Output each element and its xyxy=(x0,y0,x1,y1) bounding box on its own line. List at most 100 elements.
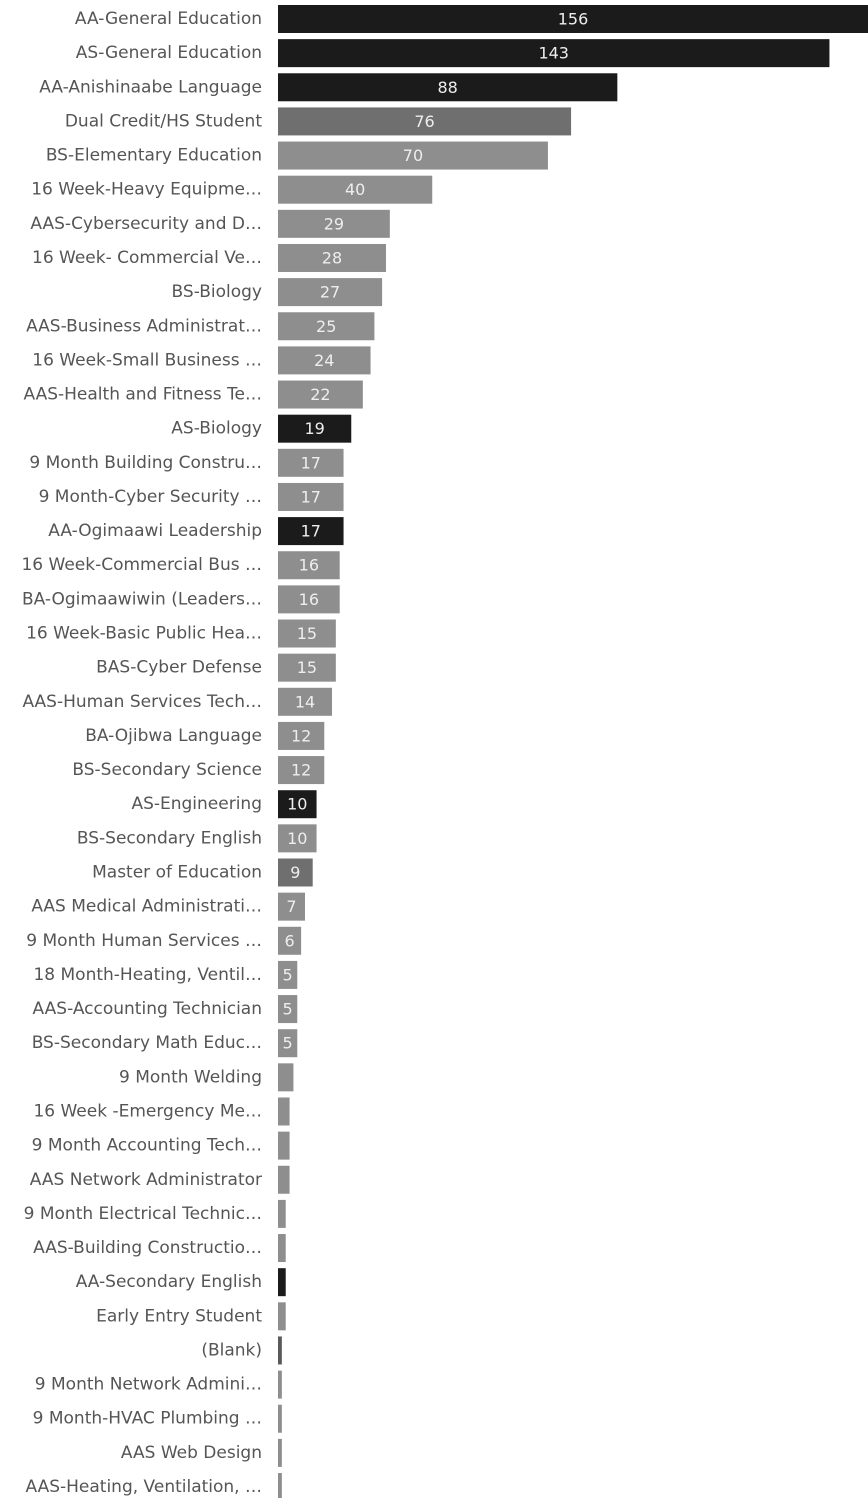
category-label: 9 Month Accounting Tech… xyxy=(32,1136,262,1156)
category-label: 16 Week-Heavy Equipme… xyxy=(31,180,262,200)
bar xyxy=(278,1473,282,1498)
category-label: 16 Week -Emergency Me… xyxy=(33,1101,262,1121)
value-label: 10 xyxy=(287,795,307,814)
category-label: AAS-Heating, Ventilation, … xyxy=(25,1477,262,1497)
value-label: 9 xyxy=(290,863,300,882)
value-label: 88 xyxy=(437,78,457,97)
bar xyxy=(278,73,618,102)
value-label: 17 xyxy=(301,453,321,472)
bar xyxy=(278,1063,294,1092)
value-label: 15 xyxy=(297,658,317,677)
category-label: AAS Network Administrator xyxy=(30,1170,262,1190)
value-label: 22 xyxy=(310,385,330,404)
value-label: 16 xyxy=(299,590,319,609)
bar xyxy=(278,1097,290,1126)
category-label: AAS-Human Services Tech… xyxy=(22,692,262,712)
bar xyxy=(278,926,302,955)
value-label: 27 xyxy=(320,283,340,302)
bar xyxy=(278,960,298,989)
value-label: 25 xyxy=(316,317,336,336)
category-label: 9 Month Electrical Technic… xyxy=(24,1204,262,1224)
bar xyxy=(278,653,336,682)
value-label: 12 xyxy=(291,726,311,745)
value-label: 40 xyxy=(345,180,365,199)
category-label: AAS-Cybersecurity and D… xyxy=(30,214,262,234)
category-label: (Blank) xyxy=(201,1340,262,1360)
bar xyxy=(278,721,325,750)
bar xyxy=(278,482,344,511)
category-label: 9 Month Network Admini… xyxy=(35,1375,262,1395)
bar xyxy=(278,551,340,580)
category-label: AS-Engineering xyxy=(131,794,262,814)
bar xyxy=(278,1131,290,1160)
value-label: 15 xyxy=(297,624,317,643)
category-label: 9 Month Human Services … xyxy=(26,931,262,951)
category-label: AAS-Business Administrat… xyxy=(26,316,262,336)
value-label: 24 xyxy=(314,351,334,370)
category-label: BS-Biology xyxy=(172,282,262,302)
bar xyxy=(278,790,317,819)
bar xyxy=(278,1234,286,1263)
bar xyxy=(278,448,344,477)
bar xyxy=(278,107,572,136)
bar xyxy=(278,1029,298,1058)
category-label: Dual Credit/HS Student xyxy=(65,111,262,131)
value-label: 7 xyxy=(286,897,296,916)
value-label: 6 xyxy=(284,931,294,950)
value-label: 10 xyxy=(287,829,307,848)
category-label: 16 Week- Commercial Ve… xyxy=(32,248,262,268)
category-label: AA-Ogimaawi Leadership xyxy=(48,521,262,541)
value-label: 16 xyxy=(299,556,319,575)
bar xyxy=(278,687,332,716)
category-label: BS-Secondary English xyxy=(77,828,262,848)
bar xyxy=(278,346,371,375)
value-label: 5 xyxy=(283,1034,293,1053)
bar xyxy=(278,824,317,853)
category-label: 9 Month-Cyber Security … xyxy=(39,487,262,507)
bar xyxy=(278,312,375,341)
value-label: 5 xyxy=(283,1000,293,1019)
bar xyxy=(278,1199,286,1228)
bar xyxy=(278,414,352,443)
bar xyxy=(278,209,390,238)
category-label: BS-Secondary Science xyxy=(72,760,262,780)
category-label: AAS-Accounting Technician xyxy=(33,999,262,1019)
category-label: BS-Secondary Math Educ… xyxy=(32,1033,262,1053)
value-label: 12 xyxy=(291,761,311,780)
bar xyxy=(278,1268,286,1297)
value-label: 17 xyxy=(301,487,321,506)
value-label: 19 xyxy=(304,419,324,438)
category-label: 16 Week-Basic Public Hea… xyxy=(26,624,262,644)
value-label: 28 xyxy=(322,248,342,267)
bar xyxy=(278,995,298,1024)
value-label: 5 xyxy=(283,965,293,984)
value-label: 17 xyxy=(301,522,321,541)
bar xyxy=(278,756,325,785)
category-label: AA-Secondary English xyxy=(76,1272,262,1292)
category-label: AS-Biology xyxy=(171,419,262,439)
category-label: AAS Medical Administrati… xyxy=(31,897,262,917)
bar xyxy=(278,858,313,887)
category-label: BS-Elementary Education xyxy=(46,146,262,166)
category-label: AA-General Education xyxy=(75,9,262,29)
bar xyxy=(278,243,386,272)
category-label: 9 Month Building Constru… xyxy=(29,453,262,473)
bar xyxy=(278,1370,282,1399)
category-label: 16 Week-Commercial Bus … xyxy=(21,555,262,575)
bar xyxy=(278,175,433,204)
bar xyxy=(278,619,336,648)
category-label: AA-Anishinaabe Language xyxy=(39,77,262,97)
category-label: BAS-Cyber Defense xyxy=(96,658,262,678)
category-label: 16 Week-Small Business … xyxy=(32,350,262,370)
category-label: 9 Month-HVAC Plumbing … xyxy=(33,1409,262,1429)
value-label: 29 xyxy=(324,214,344,233)
category-label: BA-Ojibwa Language xyxy=(85,726,262,746)
bar xyxy=(278,1404,282,1433)
bar xyxy=(278,39,830,68)
bar xyxy=(278,141,548,170)
category-label: 18 Month-Heating, Ventil… xyxy=(33,965,262,985)
bar xyxy=(278,1302,286,1331)
bar xyxy=(278,1336,282,1365)
bar xyxy=(278,585,340,614)
